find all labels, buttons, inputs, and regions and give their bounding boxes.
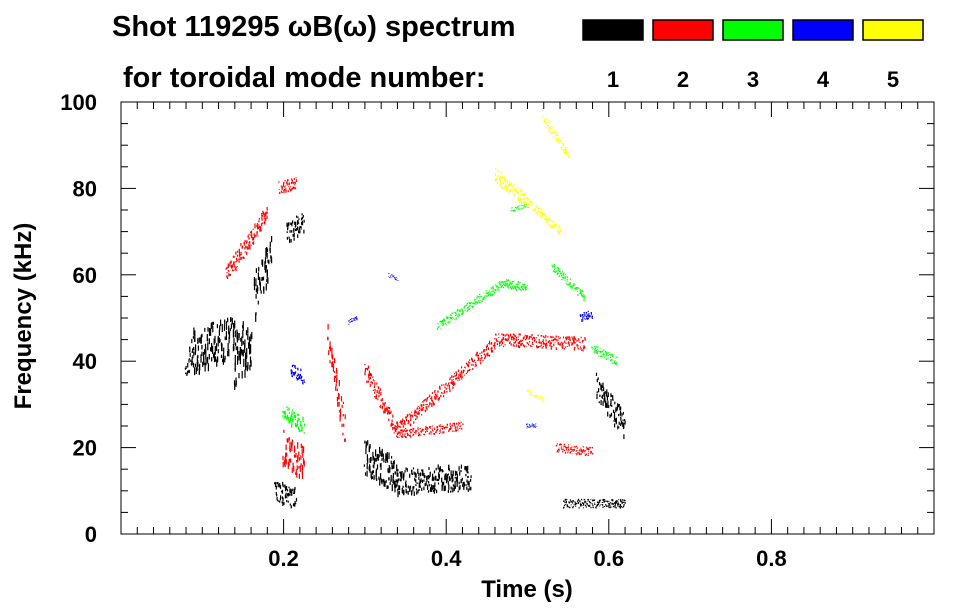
legend-swatch-n3 (722, 19, 784, 41)
legend-label-n4: 4 (817, 67, 830, 92)
legend-label-n2: 2 (677, 67, 689, 92)
series-n4-blob-0 (290, 364, 306, 385)
series-n1-blob-1 (192, 317, 236, 376)
legend-label-n1: 1 (607, 67, 619, 92)
series-n2 (225, 177, 594, 480)
series-n3-blob-2 (502, 279, 529, 291)
series-n5-blob-3 (526, 389, 545, 403)
series-n1-blob-0 (184, 336, 196, 376)
series-n1-blob-2 (233, 321, 253, 390)
plot-frame (120, 101, 935, 535)
series-n4-blob-3 (526, 423, 537, 429)
series-n2-blob-5 (396, 340, 496, 435)
series-n2-blob-4 (364, 364, 398, 434)
x-tick-labels: 0.2 0.4 0.6 0.8 (268, 546, 786, 571)
y-tick-label: 60 (73, 263, 97, 288)
x-tick-label: 0.8 (756, 546, 787, 571)
series-n4-blob-2 (579, 310, 594, 322)
legend-label-n3: 3 (747, 67, 759, 92)
series-n1 (184, 213, 626, 509)
series-n5-blob-1 (526, 197, 562, 235)
x-tick-label: 0.6 (594, 546, 625, 571)
series-n1-blob-9 (562, 498, 626, 509)
legend-swatch-n4 (792, 19, 854, 41)
series-n1-blob-6 (363, 440, 399, 498)
series-n5 (494, 115, 570, 403)
x-tick-label: 0.4 (431, 546, 462, 571)
series-n1-blob-5 (274, 481, 298, 509)
y-tick-labels: 0 20 40 60 80 100 (60, 90, 97, 547)
spectrum-points (184, 115, 626, 509)
series-n3-blob-3 (551, 264, 585, 301)
legend-swatch-n2 (652, 19, 714, 41)
series-n2-blob-3 (327, 323, 346, 442)
chart-title: Shot 119295 ωB(ω) spectrum (112, 11, 516, 43)
series-n1-blob-3 (253, 236, 273, 322)
y-tick-label: 20 (73, 436, 97, 461)
series-n2-blob-2 (282, 429, 305, 480)
x-tick-label: 0.2 (268, 546, 299, 571)
series-n5-blob-2 (542, 115, 570, 158)
series-n1-blob-4 (286, 213, 305, 243)
plot-area: 0.2 0.4 0.6 0.8 0 20 40 60 80 100 (60, 90, 935, 571)
series-n3-blob-5 (510, 204, 529, 212)
series-n4-blob-1 (348, 316, 358, 325)
series-n1-blob-8 (595, 372, 626, 440)
series-n3-blob-0 (282, 406, 306, 434)
legend: 1 2 3 4 5 (582, 19, 924, 92)
series-n5-blob-0 (494, 168, 529, 208)
series-n1-blob-7 (396, 464, 472, 496)
legend-label-n5: 5 (887, 67, 899, 92)
legend-swatch-n1 (582, 19, 644, 41)
series-n3-blob-1 (436, 281, 504, 330)
axis-ticks (121, 101, 934, 535)
series-n3-blob-4 (591, 345, 619, 365)
y-tick-label: 100 (60, 90, 97, 115)
series-n2-blob-6 (494, 333, 586, 352)
y-tick-label: 80 (73, 176, 97, 201)
y-axis-label: Frequency (kHz) (10, 223, 37, 410)
series-n4-blob-4 (387, 273, 399, 281)
y-tick-label: 40 (73, 349, 97, 374)
legend-swatch-n5 (862, 19, 924, 41)
series-n2-blob-7 (396, 421, 464, 439)
series-n4 (290, 273, 594, 429)
series-n2-blob-1 (278, 177, 298, 195)
series-n3 (282, 204, 619, 434)
series-n2-blob-0 (225, 206, 268, 279)
series-n2-blob-8 (555, 443, 594, 457)
x-axis-label: Time (s) (481, 576, 573, 603)
chart-subtitle: for toroidal mode number: (123, 62, 486, 94)
y-tick-label: 0 (85, 522, 97, 547)
